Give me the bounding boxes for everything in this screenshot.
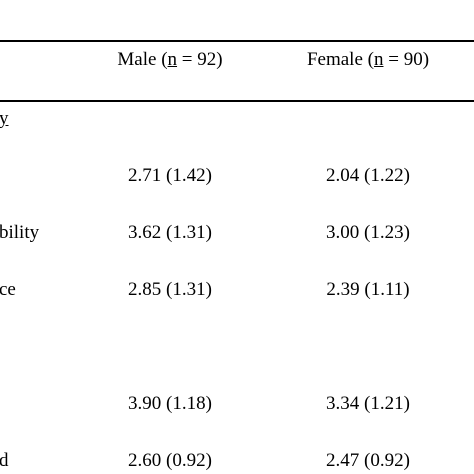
header-n: n xyxy=(167,49,178,70)
column-header: Female (n = 90) xyxy=(307,49,429,71)
row-label: bility xyxy=(0,222,40,243)
header-text: = 90) xyxy=(383,49,430,70)
cell: 3.34 (1.21) xyxy=(326,393,410,414)
cell: 2.60 (0.92) xyxy=(128,450,212,471)
cell: 2.47 (0.92) xyxy=(326,450,410,471)
cell: 3.90 (1.18) xyxy=(128,393,212,414)
cell: 2.71 (1.42) xyxy=(128,165,212,186)
cell: 2.04 (1.22) xyxy=(326,165,410,186)
row-label: d xyxy=(0,450,9,471)
header-n: n xyxy=(373,49,384,70)
row-label: ce xyxy=(0,279,16,300)
cell: 2.39 (1.11) xyxy=(326,279,410,300)
column-header: Male (n = 92) xyxy=(117,49,222,71)
section-label: y xyxy=(0,108,9,129)
cell: 3.00 (1.23) xyxy=(326,222,410,243)
header-text: Female ( xyxy=(306,49,374,70)
cell: 3.62 (1.31) xyxy=(128,222,212,243)
header-text: = 92) xyxy=(177,49,223,70)
cell: 2.85 (1.31) xyxy=(128,279,212,300)
header-text: Male ( xyxy=(117,49,168,70)
header-rule xyxy=(0,100,474,102)
top-rule xyxy=(0,40,474,42)
